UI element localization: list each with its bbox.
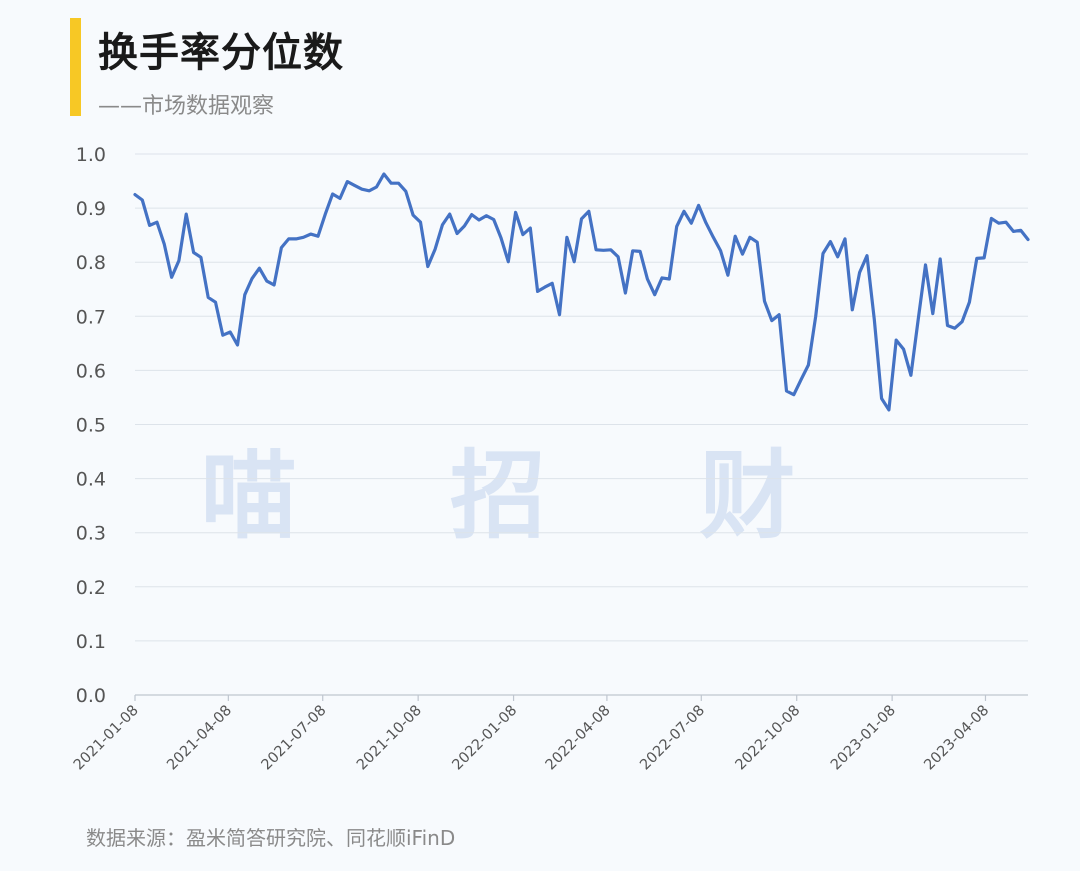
page-subtitle: ——市场数据观察 [98, 94, 275, 119]
x-tick-label: 2021-07-08 [259, 703, 330, 774]
x-tick-label: 2022-01-08 [449, 703, 520, 774]
series-line [133, 172, 1030, 412]
y-tick-label: 0.7 [76, 306, 106, 328]
y-tick-label: 0.2 [76, 577, 106, 599]
x-tick-label: 2023-01-08 [828, 703, 899, 774]
title-accent-bar [70, 18, 81, 116]
x-tick-label: 2022-04-08 [543, 703, 614, 774]
y-tick-label: 0.6 [76, 360, 106, 382]
y-tick-label: 0.4 [76, 469, 106, 491]
x-tick-label: 2021-10-08 [354, 703, 425, 774]
x-tick-label: 2022-07-08 [637, 703, 708, 774]
y-tick-label: 0.1 [76, 631, 106, 653]
x-tick-label: 2021-01-08 [71, 703, 142, 774]
data-source-note: 数据来源：盈米简答研究院、同花顺iFinD [86, 826, 456, 850]
y-tick-label: 0.0 [76, 685, 106, 707]
page-title: 换手率分位数 [98, 30, 344, 76]
y-tick-label: 0.8 [76, 252, 106, 274]
x-tick-label: 2022-10-08 [733, 703, 804, 774]
y-tick-label: 0.5 [76, 415, 106, 437]
x-tick-label: 2021-04-08 [164, 703, 235, 774]
y-tick-label: 0.3 [76, 523, 106, 545]
y-tick-label: 0.9 [76, 198, 106, 220]
x-tick-label: 2023-04-08 [921, 703, 992, 774]
y-tick-label: 1.0 [76, 144, 106, 166]
